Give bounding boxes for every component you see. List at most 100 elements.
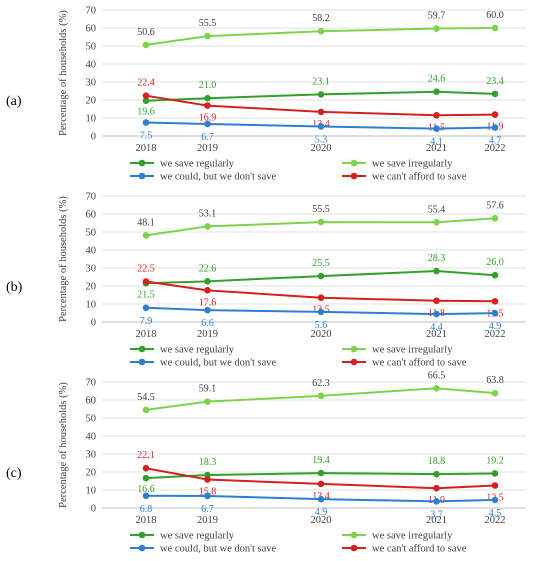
x-tick-label: 2022 (485, 143, 506, 154)
chart-panel-2: (c) Percentage of households (%) 0 10 20 30 40… (6, 370, 526, 555)
data-label: 4.4 (430, 322, 443, 333)
data-point (204, 120, 211, 128)
legend-marker (350, 531, 358, 539)
data-point (317, 308, 325, 316)
data-label: 54.5 (137, 392, 155, 403)
data-label: 5.6 (315, 320, 328, 331)
data-label: 15.8 (199, 487, 217, 498)
data-label: 6.7 (201, 132, 214, 143)
legend-marker (350, 172, 358, 180)
data-point (204, 278, 211, 285)
y-tick-label: 10 (86, 300, 97, 311)
data-point (317, 123, 325, 130)
x-tick-label: 2022 (485, 515, 506, 526)
y-tick-label: 40 (86, 432, 97, 443)
panel-label: (b) (6, 280, 23, 295)
data-point (317, 27, 325, 35)
data-label: 60.0 (486, 10, 504, 21)
data-label: 48.1 (137, 217, 155, 228)
data-label: 7.9 (140, 316, 153, 327)
chart-panel-1: (b) Percentage of households (%) 0 10 20 30 40… (6, 192, 526, 369)
data-point (204, 287, 211, 294)
panel-label: (c) (6, 466, 22, 481)
chart-panel-0: (a) Percentage of households (%) 0 10 20 30 40… (6, 6, 526, 183)
y-tick-label: 30 (86, 450, 97, 461)
data-label: 5.3 (315, 134, 328, 145)
data-point (491, 389, 499, 397)
data-point (142, 464, 150, 472)
legend-marker (138, 172, 146, 180)
data-point (317, 495, 325, 503)
data-point (491, 271, 499, 279)
data-point (204, 223, 211, 230)
data-point (142, 304, 150, 312)
legend-marker (350, 345, 358, 353)
legend-marker (350, 159, 358, 167)
data-point (433, 297, 440, 305)
data-label: 19.4 (312, 455, 330, 466)
x-tick-label: 2020 (311, 515, 332, 526)
data-label: 4.9 (315, 507, 328, 518)
data-point (491, 309, 499, 317)
x-tick-label: 2018 (136, 143, 157, 154)
data-label: 66.5 (428, 370, 446, 381)
data-point (491, 124, 499, 131)
x-tick-label: 2021 (426, 515, 447, 526)
y-tick-label: 20 (86, 468, 97, 479)
data-point (491, 215, 499, 222)
legend-entry: we save regularly (160, 531, 235, 542)
data-point (433, 267, 440, 275)
data-label: 25.5 (312, 258, 330, 269)
data-point (142, 474, 150, 482)
legend-entry: we can't afford to save (372, 172, 467, 183)
data-label: 24.6 (428, 74, 446, 85)
legend-marker (350, 358, 358, 366)
data-point (204, 32, 211, 40)
y-tick-label: 60 (86, 210, 97, 221)
data-point (317, 91, 325, 98)
y-tick-label: 30 (86, 78, 97, 89)
data-point (317, 218, 325, 226)
x-tick-label: 2019 (197, 143, 218, 154)
data-point (142, 92, 150, 99)
data-point (433, 470, 440, 478)
data-point (142, 97, 150, 105)
legend-entry: we can't afford to save (372, 358, 467, 369)
data-label: 55.5 (312, 204, 330, 215)
data-label: 4.9 (489, 321, 502, 332)
data-point (433, 88, 440, 96)
legend-marker (138, 159, 146, 167)
data-point (317, 272, 325, 280)
data-point (142, 119, 150, 126)
legend-entry: we could, but we don't save (160, 358, 277, 369)
x-tick-label: 2019 (197, 515, 218, 526)
data-label: 4.5 (489, 508, 502, 519)
data-label: 3.7 (430, 509, 443, 520)
x-tick-label: 2018 (136, 515, 157, 526)
data-label: 62.3 (312, 378, 330, 389)
data-label: 59.1 (199, 384, 217, 395)
data-label: 7.5 (140, 131, 153, 142)
data-label: 6.7 (201, 504, 214, 515)
data-label: 6.6 (201, 318, 214, 329)
data-label: 6.8 (140, 504, 153, 515)
y-axis-label: Percentage of households (%) (58, 10, 69, 136)
data-label: 26.0 (486, 257, 504, 268)
y-tick-label: 10 (86, 114, 97, 125)
data-label: 22.1 (137, 450, 155, 461)
data-point (204, 476, 211, 483)
data-point (433, 125, 440, 132)
data-label: 18.8 (428, 456, 446, 467)
data-point (433, 310, 440, 318)
y-axis-label: Percentage of households (%) (58, 382, 69, 508)
data-point (142, 232, 150, 239)
data-label: 17.6 (199, 297, 217, 308)
legend-entry: we save irregularly (372, 159, 453, 170)
legend-entry: we save irregularly (372, 345, 453, 356)
data-point (491, 496, 499, 504)
x-tick-label: 2022 (485, 329, 506, 340)
data-label: 23.1 (312, 76, 330, 87)
data-label: 50.6 (137, 27, 155, 38)
data-point (142, 492, 150, 500)
y-tick-label: 60 (86, 396, 97, 407)
